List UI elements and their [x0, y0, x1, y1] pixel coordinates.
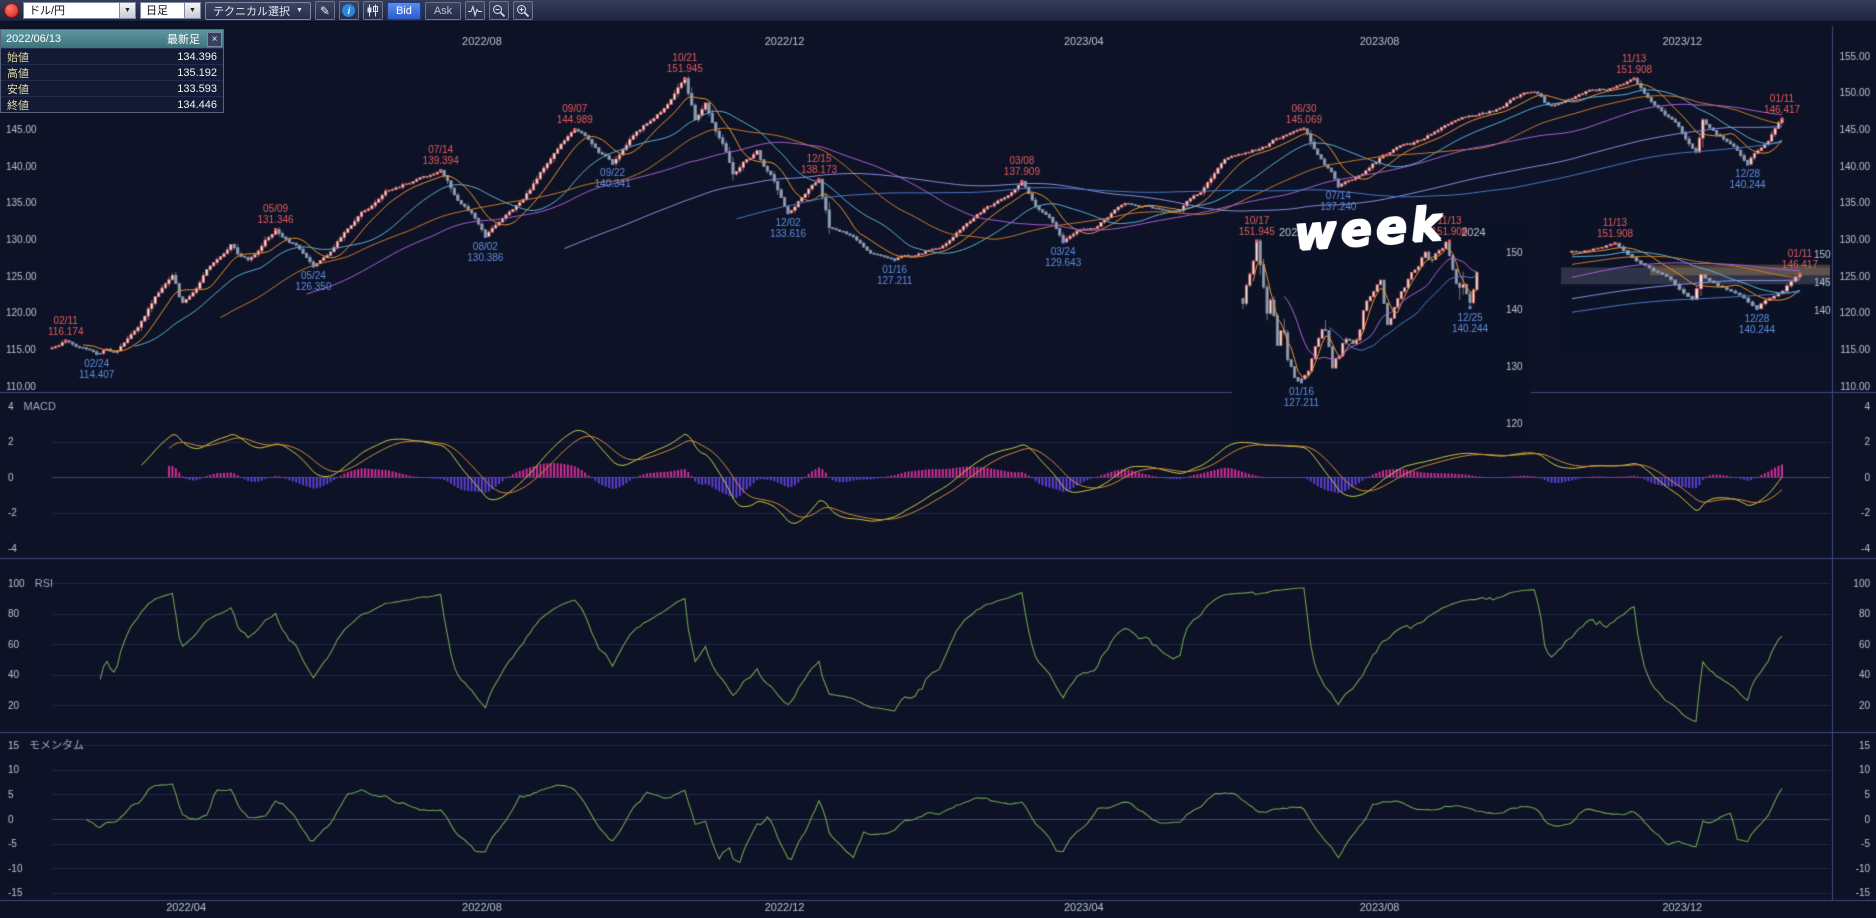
ohlc-row-open: 始値 134.396 — [1, 48, 223, 64]
tick-chart-button[interactable] — [465, 1, 486, 20]
pair-select-caret-icon[interactable]: ▼ — [119, 2, 136, 19]
ohlc-info-header[interactable]: 2022/06/13 最新足 × — [1, 30, 223, 48]
high-value: 135.192 — [177, 66, 217, 79]
pair-select-value: ドル/円 — [23, 2, 119, 19]
ask-button[interactable]: Ask — [424, 1, 462, 20]
candlestick-icon — [367, 4, 379, 17]
close-value: 134.446 — [177, 98, 217, 111]
timeframe-select[interactable]: 日足 ▼ — [140, 2, 201, 19]
draw-tool-button[interactable]: ✎ — [314, 1, 335, 20]
chart-type-button[interactable] — [362, 1, 383, 20]
open-value: 134.396 — [177, 50, 217, 63]
timeframe-select-caret-icon[interactable]: ▼ — [184, 2, 201, 19]
low-label: 安値 — [7, 83, 29, 96]
zoom-in-icon — [517, 4, 530, 17]
zoom-out-button[interactable] — [489, 1, 510, 20]
toolbar: ドル/円 ▼ 日足 ▼ テクニカル選択 ▼ ✎ i Bid Ask — [0, 0, 1876, 22]
ohlc-row-high: 高値 135.192 — [1, 64, 223, 80]
app-logo-icon — [4, 3, 19, 18]
bid-button[interactable]: Bid — [386, 1, 421, 20]
high-label: 高値 — [7, 67, 29, 80]
ohlc-row-close: 終値 134.446 — [1, 96, 223, 112]
ohlc-info-date: 2022/06/13 — [6, 33, 62, 45]
technical-select-button[interactable]: テクニカル選択 ▼ — [205, 1, 311, 20]
ecg-wave-icon — [468, 4, 483, 17]
zoom-out-icon — [493, 4, 506, 17]
handwritten-week-annotation: week — [1292, 196, 1448, 262]
info-button[interactable]: i — [338, 1, 359, 20]
pencil-icon: ✎ — [319, 3, 330, 18]
close-label: 終値 — [7, 99, 29, 112]
zoom-in-button[interactable] — [513, 1, 534, 20]
close-icon[interactable]: × — [207, 31, 222, 47]
technical-select-label: テクニカル選択 — [213, 5, 290, 18]
timeframe-select-value: 日足 — [140, 2, 184, 19]
info-icon: i — [342, 4, 356, 17]
latest-bar-badge: 最新足 — [167, 34, 200, 46]
pair-select[interactable]: ドル/円 ▼ — [23, 2, 136, 19]
ohlc-info-panel: 2022/06/13 最新足 × 始値 134.396 高値 135.192 安… — [0, 29, 224, 113]
caret-down-icon: ▼ — [296, 7, 303, 14]
low-value: 133.593 — [177, 82, 217, 95]
ohlc-row-low: 安値 133.593 — [1, 80, 223, 96]
open-label: 始値 — [7, 51, 29, 64]
